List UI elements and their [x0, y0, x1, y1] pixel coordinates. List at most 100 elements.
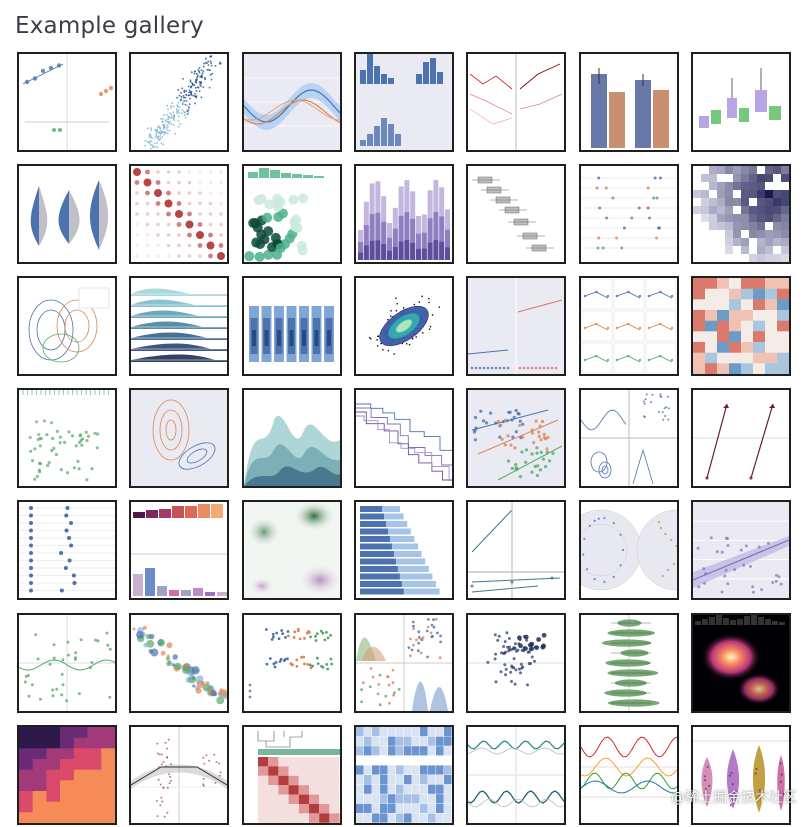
gallery-thumbnail-soft-kde-green[interactable] [242, 500, 342, 600]
gallery-thumbnail-hexbin-density[interactable] [129, 52, 229, 152]
thumbnail-plot-image [468, 278, 564, 374]
gallery-thumbnail-beeswarm[interactable] [242, 613, 342, 713]
gallery-thumbnail-multiline-facets[interactable] [466, 52, 566, 152]
gallery-thumbnail-dot-columns[interactable] [17, 500, 117, 600]
gallery-thumbnail-color-heatmap[interactable] [691, 276, 791, 376]
gallery-thumbnail-hexbin-marginals[interactable] [242, 164, 342, 264]
gallery-thumbnail-clustermap[interactable] [242, 725, 342, 825]
page-title: Example gallery [15, 13, 204, 39]
gallery-thumbnail-pairgrid-kde[interactable] [579, 388, 679, 488]
gallery-thumbnail-joint-hist[interactable] [354, 52, 454, 152]
thumbnail-plot-image [358, 180, 450, 260]
thumbnail-plot-image [693, 502, 789, 598]
thumbnail-plot-image [601, 615, 660, 711]
gallery-thumbnail-horizontal-violins-green[interactable] [579, 613, 679, 713]
thumbnail-plot-image [22, 390, 109, 482]
gallery-thumbnail-violin-swarm[interactable] [691, 725, 791, 825]
thumbnail-plot-image [356, 54, 452, 150]
gallery-thumbnail-regression-3groups[interactable] [466, 388, 566, 488]
thumbnail-plot-image [693, 615, 789, 711]
thumbnail-plot-image [468, 390, 564, 486]
thumbnail-plot-image [19, 615, 115, 711]
gallery-thumbnail-horizontal-boxplot[interactable] [466, 164, 566, 264]
gallery-thumbnail-letter-value-plot[interactable] [242, 276, 342, 376]
thumbnail-plot-image [581, 509, 677, 591]
thumbnail-plot-image [693, 166, 789, 262]
gallery-thumbnail-kde-orange-blue[interactable] [129, 388, 229, 488]
gallery-thumbnail-bubble-scatter[interactable] [129, 613, 229, 713]
thumbnail-plot-image [131, 288, 227, 362]
thumbnail-plot-image [468, 631, 564, 687]
gallery-thumbnail-ridgeline[interactable] [129, 276, 229, 376]
gallery-thumbnail-palette-bars[interactable] [129, 500, 229, 600]
gallery-thumbnail-slope-arrows[interactable] [691, 388, 791, 488]
thumbnail-plot-image [132, 625, 227, 705]
thumbnail-plot-image [257, 731, 340, 823]
gallery-thumbnail-stacked-hist[interactable] [354, 164, 454, 264]
gallery-thumbnail-errorband-lines[interactable] [242, 52, 342, 152]
gallery-thumbnail-pointplot-strip[interactable] [579, 164, 679, 264]
thumbnail-plot-image [244, 54, 340, 150]
thumbnail-plot-image [472, 176, 554, 252]
thumbnail-plot-image [581, 736, 677, 798]
gallery-thumbnail-step-lines[interactable] [354, 388, 454, 488]
thumbnail-plot-image [248, 627, 334, 699]
gallery-thumbnail-kde-magma[interactable] [691, 613, 791, 713]
gallery-thumbnail-scatter-density-ellipse[interactable] [354, 276, 454, 376]
thumbnail-plot-image [468, 502, 564, 598]
thumbnail-plot-image [591, 68, 669, 148]
gallery-thumbnail-logistic-regression[interactable] [466, 276, 566, 376]
thumbnail-plot-image [693, 740, 789, 813]
thumbnail-plot-image [356, 278, 452, 374]
gallery-thumbnail-multicolor-lines[interactable] [579, 725, 679, 825]
gallery-thumbnail-kde-contours[interactable] [17, 276, 117, 376]
gallery-thumbnail-hist2d-dark[interactable] [691, 164, 791, 264]
gallery-thumbnail-dot-heatmap[interactable] [129, 164, 229, 264]
thumbnail-plot-image [133, 168, 225, 260]
gallery-thumbnail-horizontal-barplot[interactable] [354, 500, 454, 600]
gallery-thumbnail-scatter-rugs[interactable] [17, 388, 117, 488]
thumbnail-plot-image [356, 403, 452, 481]
gallery-thumbnail-grouped-boxplot[interactable] [691, 52, 791, 152]
gallery-thumbnail-timeseries-facets[interactable] [466, 725, 566, 825]
thumbnail-plot-image [699, 68, 781, 128]
thumbnail-plot-image [693, 278, 789, 374]
gallery-thumbnail-stacked-kde[interactable] [242, 388, 342, 488]
gallery-thumbnail-split-violins[interactable] [17, 164, 117, 264]
thumbnail-plot-image [30, 180, 109, 250]
thumbnail-plot-image [356, 727, 452, 823]
thumbnail-plot-image [356, 615, 452, 711]
thumbnail-plot-image [244, 502, 340, 598]
gallery-thumbnail-wide-regression[interactable] [129, 725, 229, 825]
gallery-thumbnail-residual-lines[interactable] [466, 500, 566, 600]
thumbnail-plot-image [131, 727, 227, 823]
gallery-thumbnail-lowess-scatter[interactable] [17, 613, 117, 713]
gallery-thumbnail-pointplot-facets[interactable] [579, 276, 679, 376]
thumbnail-plot-image [131, 504, 227, 596]
thumbnail-plot-image [693, 403, 789, 480]
gallery-thumbnail-pairplot-mini[interactable] [354, 613, 454, 713]
gallery-thumbnail-annotated-heatmap[interactable] [17, 725, 117, 825]
thumbnail-plot-image [244, 415, 340, 486]
thumbnail-plot-image [244, 168, 324, 262]
thumbnail-plot-image [468, 727, 564, 823]
thumbnail-plot-image [469, 54, 563, 150]
thumbnail-plot-image [28, 287, 110, 363]
thumbnail-plot-image [249, 306, 334, 362]
thumbnail-plot-image [581, 176, 677, 250]
thumbnail-plot-image [581, 278, 677, 374]
gallery-thumbnail-faceted-heatmap[interactable] [354, 725, 454, 825]
thumbnail-plot-image [22, 54, 114, 150]
gallery-thumbnail-grouped-barplot[interactable] [579, 52, 679, 152]
thumbnail-plot-image [360, 506, 440, 595]
thumbnail-plot-image [131, 390, 227, 486]
thumbnail-plot-image [19, 727, 115, 823]
thumbnail-plot-image [19, 506, 115, 593]
thumbnail-plot-image [581, 390, 677, 486]
gallery-thumbnail-polar-facets[interactable] [579, 500, 679, 600]
gallery-thumbnail-strip-bubble-navy[interactable] [466, 613, 566, 713]
thumbnail-plot-image [144, 55, 222, 150]
gallery-thumbnail-regression-purple[interactable] [691, 500, 791, 600]
gallery-thumbnail-scatter-facets[interactable] [17, 52, 117, 152]
